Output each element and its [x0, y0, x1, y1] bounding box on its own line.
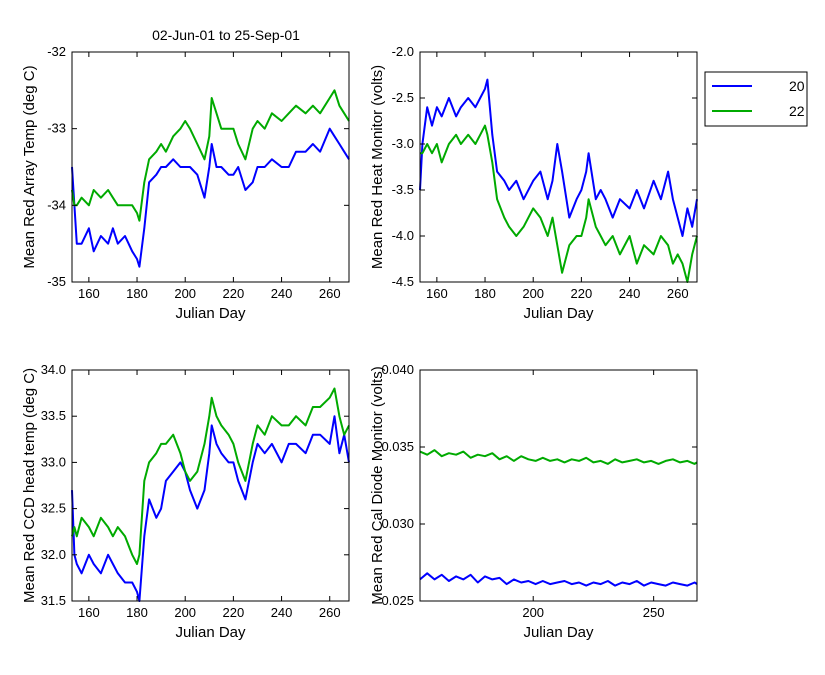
- y-axis-label: Mean Red Heat Monitor (volts): [369, 65, 386, 269]
- y-tick-label: -2.0: [392, 44, 414, 59]
- panel-array-temp: 160 180 200 220 240 260 -35 -34 -33 -32 Julian Day…: [21, 44, 350, 322]
- x-tick-label: 240: [271, 286, 293, 301]
- y-tick-label: 34.0: [41, 362, 66, 377]
- x-tick-label: 240: [271, 605, 293, 620]
- x-axis-label: Julian Day: [175, 624, 246, 641]
- y-tick-label: 0.040: [381, 362, 414, 377]
- y-tick-label: -2.5: [392, 90, 414, 105]
- x-axis-label: Julian Day: [523, 624, 594, 641]
- x-tick-label: 260: [319, 605, 341, 620]
- x-tick-label: 160: [426, 286, 448, 301]
- y-axis-label: Mean Red Cal Diode Monitor (volts): [369, 366, 386, 604]
- y-tick-label: -4.0: [392, 228, 414, 243]
- series-line-20: [71, 415, 350, 602]
- x-axis-label: Julian Day: [523, 305, 594, 322]
- legend-label-22: 22: [789, 103, 805, 119]
- series-line-22: [419, 449, 698, 465]
- x-tick-label: 200: [522, 286, 544, 301]
- axes-frame: [419, 51, 698, 283]
- x-tick-label: 180: [126, 605, 148, 620]
- axes-frame: [71, 369, 350, 602]
- panel-heat-monitor: 160 180 200 220 240 260 -4.5 -4.0 -3.5 -3.0 -2.5 -2…: [369, 44, 698, 322]
- y-tick-label: 0.035: [381, 439, 414, 454]
- y-tick-label: -32: [47, 44, 66, 59]
- x-tick-label: 180: [474, 286, 496, 301]
- x-axis-label: Julian Day: [175, 305, 246, 322]
- series-line-20: [71, 127, 350, 268]
- series-line-22: [420, 124, 698, 283]
- x-tick-label: 200: [522, 605, 544, 620]
- y-tick-label: 33.0: [41, 454, 66, 469]
- panel-ccd-head-temp: 160 180 200 220 240 260 31.5 32.0 32.5 33.0 33.5 34…: [21, 362, 350, 641]
- legend-box: [704, 71, 808, 127]
- series-line-22: [71, 387, 350, 565]
- y-axis-label: Mean Red Array Temp (deg C): [21, 65, 38, 268]
- legend: 20 22: [704, 71, 808, 127]
- legend-label-20: 20: [789, 78, 805, 94]
- x-tick-label: 200: [174, 286, 196, 301]
- axes-frame: [71, 51, 350, 283]
- x-tick-label: 220: [223, 605, 245, 620]
- y-tick-label: -3.0: [392, 136, 414, 151]
- series-line-20: [419, 78, 698, 237]
- y-tick-label: 31.5: [41, 593, 66, 608]
- x-tick-label: 260: [319, 286, 341, 301]
- y-tick-label: -35: [47, 274, 66, 289]
- x-tick-label: 160: [78, 605, 100, 620]
- series-line-22: [71, 89, 350, 222]
- x-tick-label: 180: [126, 286, 148, 301]
- x-tick-label: 260: [667, 286, 689, 301]
- y-tick-label: -34: [47, 197, 66, 212]
- x-tick-label: 250: [643, 605, 665, 620]
- y-tick-label: 33.5: [41, 408, 66, 423]
- y-tick-label: -33: [47, 121, 66, 136]
- x-tick-label: 240: [619, 286, 641, 301]
- y-tick-label: 0.025: [381, 593, 414, 608]
- x-tick-label: 160: [78, 286, 100, 301]
- figure-title: 02-Jun-01 to 25-Sep-01: [152, 27, 300, 43]
- y-tick-label: -3.5: [392, 182, 414, 197]
- y-axis-label: Mean Red CCD head temp (deg C): [21, 368, 38, 603]
- series-line-20: [419, 572, 698, 587]
- y-tick-label: 0.030: [381, 516, 414, 531]
- x-tick-label: 200: [174, 605, 196, 620]
- y-tick-label: 32.5: [41, 501, 66, 516]
- x-tick-label: 220: [223, 286, 245, 301]
- y-tick-label: -4.5: [392, 274, 414, 289]
- y-tick-label: 32.0: [41, 547, 66, 562]
- x-tick-label: 220: [571, 286, 593, 301]
- axes-frame: [419, 369, 698, 602]
- panel-cal-diode-monitor: 200 250 0.025 0.030 0.035 0.040 Julian Day Mean…: [369, 362, 698, 641]
